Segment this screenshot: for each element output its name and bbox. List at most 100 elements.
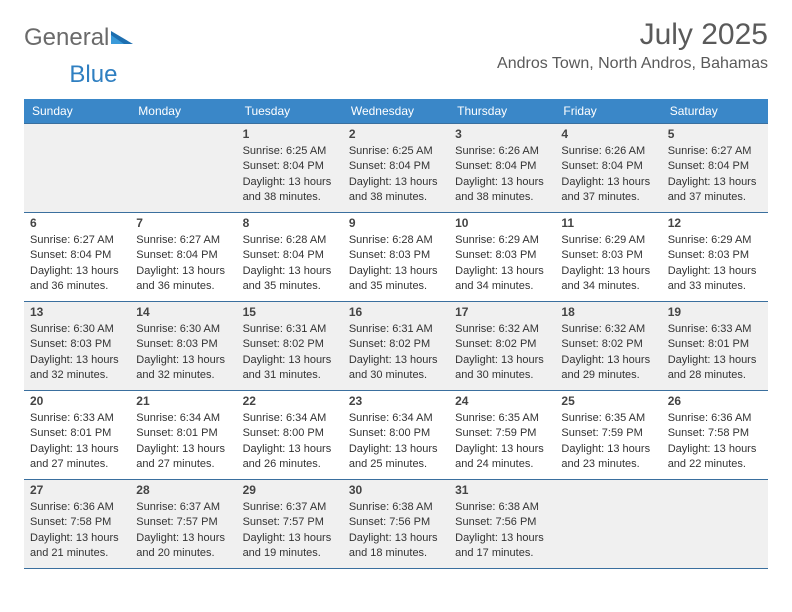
day-number: 27 bbox=[30, 483, 124, 499]
sunset-text: Sunset: 8:02 PM bbox=[561, 337, 655, 352]
day-cell: 22Sunrise: 6:34 AMSunset: 8:00 PMDayligh… bbox=[237, 391, 343, 479]
daylight-text: Daylight: 13 hours and 17 minutes. bbox=[455, 531, 549, 561]
sunrise-text: Sunrise: 6:27 AM bbox=[668, 144, 762, 159]
daylight-text: Daylight: 13 hours and 23 minutes. bbox=[561, 442, 655, 472]
week-row: 20Sunrise: 6:33 AMSunset: 8:01 PMDayligh… bbox=[24, 391, 768, 480]
day-number: 20 bbox=[30, 394, 124, 410]
day-number: 17 bbox=[455, 305, 549, 321]
sunrise-text: Sunrise: 6:29 AM bbox=[561, 233, 655, 248]
day-number: 21 bbox=[136, 394, 230, 410]
day-cell: 30Sunrise: 6:38 AMSunset: 7:56 PMDayligh… bbox=[343, 480, 449, 568]
sunrise-text: Sunrise: 6:38 AM bbox=[349, 500, 443, 515]
daylight-text: Daylight: 13 hours and 24 minutes. bbox=[455, 442, 549, 472]
day-cell: 3Sunrise: 6:26 AMSunset: 8:04 PMDaylight… bbox=[449, 124, 555, 212]
day-number: 24 bbox=[455, 394, 549, 410]
day-cell: 4Sunrise: 6:26 AMSunset: 8:04 PMDaylight… bbox=[555, 124, 661, 212]
weekday-header: Wednesday bbox=[343, 99, 449, 123]
sunrise-text: Sunrise: 6:34 AM bbox=[136, 411, 230, 426]
day-number: 18 bbox=[561, 305, 655, 321]
day-number: 28 bbox=[136, 483, 230, 499]
sunrise-text: Sunrise: 6:36 AM bbox=[668, 411, 762, 426]
sunrise-text: Sunrise: 6:25 AM bbox=[349, 144, 443, 159]
daylight-text: Daylight: 13 hours and 34 minutes. bbox=[455, 264, 549, 294]
day-number: 3 bbox=[455, 127, 549, 143]
sunset-text: Sunset: 8:03 PM bbox=[349, 248, 443, 263]
day-number: 6 bbox=[30, 216, 124, 232]
day-cell bbox=[662, 480, 768, 568]
sunset-text: Sunset: 8:03 PM bbox=[455, 248, 549, 263]
day-number: 13 bbox=[30, 305, 124, 321]
sunset-text: Sunset: 7:57 PM bbox=[136, 515, 230, 530]
weekday-header-row: SundayMondayTuesdayWednesdayThursdayFrid… bbox=[24, 99, 768, 123]
day-cell: 24Sunrise: 6:35 AMSunset: 7:59 PMDayligh… bbox=[449, 391, 555, 479]
sunrise-text: Sunrise: 6:25 AM bbox=[243, 144, 337, 159]
sunset-text: Sunset: 8:04 PM bbox=[243, 159, 337, 174]
daylight-text: Daylight: 13 hours and 32 minutes. bbox=[136, 353, 230, 383]
daylight-text: Daylight: 13 hours and 36 minutes. bbox=[136, 264, 230, 294]
sunset-text: Sunset: 7:58 PM bbox=[668, 426, 762, 441]
sunset-text: Sunset: 8:04 PM bbox=[136, 248, 230, 263]
day-number: 30 bbox=[349, 483, 443, 499]
day-cell bbox=[555, 480, 661, 568]
sunrise-text: Sunrise: 6:31 AM bbox=[243, 322, 337, 337]
day-cell: 29Sunrise: 6:37 AMSunset: 7:57 PMDayligh… bbox=[237, 480, 343, 568]
daylight-text: Daylight: 13 hours and 27 minutes. bbox=[30, 442, 124, 472]
day-cell: 23Sunrise: 6:34 AMSunset: 8:00 PMDayligh… bbox=[343, 391, 449, 479]
sunset-text: Sunset: 8:04 PM bbox=[30, 248, 124, 263]
brand-word-1: General bbox=[24, 24, 109, 52]
day-cell: 1Sunrise: 6:25 AMSunset: 8:04 PMDaylight… bbox=[237, 124, 343, 212]
title-block: July 2025 Andros Town, North Andros, Bah… bbox=[497, 18, 768, 73]
sunrise-text: Sunrise: 6:28 AM bbox=[349, 233, 443, 248]
sunrise-text: Sunrise: 6:35 AM bbox=[455, 411, 549, 426]
sunrise-text: Sunrise: 6:30 AM bbox=[136, 322, 230, 337]
day-number: 31 bbox=[455, 483, 549, 499]
sunset-text: Sunset: 7:59 PM bbox=[561, 426, 655, 441]
sunrise-text: Sunrise: 6:32 AM bbox=[455, 322, 549, 337]
day-number: 12 bbox=[668, 216, 762, 232]
weekday-header: Sunday bbox=[24, 99, 130, 123]
brand-logo: General bbox=[24, 18, 135, 52]
week-row: 13Sunrise: 6:30 AMSunset: 8:03 PMDayligh… bbox=[24, 302, 768, 391]
day-cell bbox=[24, 124, 130, 212]
daylight-text: Daylight: 13 hours and 28 minutes. bbox=[668, 353, 762, 383]
day-number: 2 bbox=[349, 127, 443, 143]
daylight-text: Daylight: 13 hours and 38 minutes. bbox=[349, 175, 443, 205]
sunrise-text: Sunrise: 6:36 AM bbox=[30, 500, 124, 515]
day-cell: 12Sunrise: 6:29 AMSunset: 8:03 PMDayligh… bbox=[662, 213, 768, 301]
daylight-text: Daylight: 13 hours and 34 minutes. bbox=[561, 264, 655, 294]
sunset-text: Sunset: 8:01 PM bbox=[136, 426, 230, 441]
day-number: 9 bbox=[349, 216, 443, 232]
day-cell: 21Sunrise: 6:34 AMSunset: 8:01 PMDayligh… bbox=[130, 391, 236, 479]
day-cell: 31Sunrise: 6:38 AMSunset: 7:56 PMDayligh… bbox=[449, 480, 555, 568]
day-cell: 9Sunrise: 6:28 AMSunset: 8:03 PMDaylight… bbox=[343, 213, 449, 301]
weekday-header: Monday bbox=[130, 99, 236, 123]
sunrise-text: Sunrise: 6:26 AM bbox=[455, 144, 549, 159]
day-cell: 11Sunrise: 6:29 AMSunset: 8:03 PMDayligh… bbox=[555, 213, 661, 301]
day-cell: 6Sunrise: 6:27 AMSunset: 8:04 PMDaylight… bbox=[24, 213, 130, 301]
sunset-text: Sunset: 7:56 PM bbox=[455, 515, 549, 530]
day-number: 26 bbox=[668, 394, 762, 410]
sunrise-text: Sunrise: 6:37 AM bbox=[243, 500, 337, 515]
daylight-text: Daylight: 13 hours and 38 minutes. bbox=[243, 175, 337, 205]
sunset-text: Sunset: 8:04 PM bbox=[349, 159, 443, 174]
day-number: 5 bbox=[668, 127, 762, 143]
weekday-header: Saturday bbox=[662, 99, 768, 123]
daylight-text: Daylight: 13 hours and 36 minutes. bbox=[30, 264, 124, 294]
day-cell: 10Sunrise: 6:29 AMSunset: 8:03 PMDayligh… bbox=[449, 213, 555, 301]
daylight-text: Daylight: 13 hours and 19 minutes. bbox=[243, 531, 337, 561]
sunset-text: Sunset: 8:04 PM bbox=[455, 159, 549, 174]
daylight-text: Daylight: 13 hours and 26 minutes. bbox=[243, 442, 337, 472]
sunset-text: Sunset: 8:02 PM bbox=[243, 337, 337, 352]
daylight-text: Daylight: 13 hours and 30 minutes. bbox=[455, 353, 549, 383]
sunrise-text: Sunrise: 6:28 AM bbox=[243, 233, 337, 248]
daylight-text: Daylight: 13 hours and 35 minutes. bbox=[243, 264, 337, 294]
sunset-text: Sunset: 8:04 PM bbox=[561, 159, 655, 174]
sunset-text: Sunset: 8:01 PM bbox=[30, 426, 124, 441]
day-cell: 5Sunrise: 6:27 AMSunset: 8:04 PMDaylight… bbox=[662, 124, 768, 212]
calendar-page: General July 2025 Andros Town, North And… bbox=[0, 0, 792, 579]
sunrise-text: Sunrise: 6:29 AM bbox=[668, 233, 762, 248]
daylight-text: Daylight: 13 hours and 38 minutes. bbox=[455, 175, 549, 205]
daylight-text: Daylight: 13 hours and 37 minutes. bbox=[561, 175, 655, 205]
weekday-header: Thursday bbox=[449, 99, 555, 123]
daylight-text: Daylight: 13 hours and 29 minutes. bbox=[561, 353, 655, 383]
